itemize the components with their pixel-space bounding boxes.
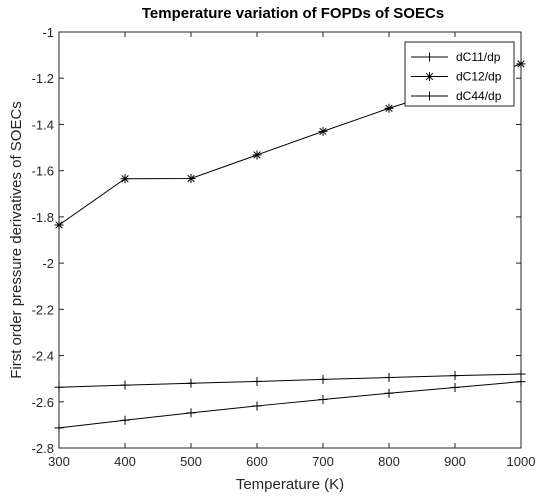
series-line [58, 373, 522, 388]
legend-marker [425, 52, 434, 62]
x-tick-label: 400 [114, 454, 136, 469]
data-point [186, 378, 196, 388]
data-point [384, 103, 394, 113]
y-tick-label: -2.6 [32, 395, 54, 410]
legend-marker [425, 72, 434, 81]
data-point [120, 380, 130, 390]
data-point [186, 174, 196, 184]
legend-label: dC44/dp [456, 89, 502, 103]
data-point [450, 382, 460, 392]
data-point [252, 150, 262, 160]
data-point [318, 126, 328, 136]
x-axis-label: Temperature (K) [236, 476, 344, 493]
x-tick-label: 600 [246, 454, 268, 469]
y-tick-label: -2.4 [32, 349, 54, 364]
data-point [384, 388, 394, 398]
y-tick-label: -1.4 [32, 117, 54, 132]
y-tick-label: -1.6 [32, 164, 54, 179]
legend-marker [425, 91, 434, 101]
data-point [252, 401, 262, 411]
y-tick-label: -2.8 [32, 441, 54, 456]
y-tick-label: -2 [42, 256, 54, 271]
data-point [516, 369, 526, 379]
x-tick-label: 300 [48, 454, 70, 469]
series-dc44-dp [54, 369, 526, 392]
data-point [120, 415, 130, 425]
data-point [318, 394, 328, 404]
y-tick-label: -1.8 [32, 210, 54, 225]
series-dc11-dp [54, 377, 526, 433]
legend-entry: dC44/dp [411, 89, 502, 103]
series-line [58, 381, 522, 429]
data-point [54, 382, 64, 392]
legend-entry: dC11/dp [411, 50, 501, 64]
series-layer [54, 59, 526, 433]
x-tick-label: 1000 [507, 454, 536, 469]
legend-box [404, 41, 515, 107]
y-tick-label: -1 [42, 25, 54, 40]
chart-title: Temperature variation of FOPDs of SOECs [142, 5, 444, 22]
data-point [120, 174, 130, 184]
y-axis-label: First order pressure derivatives of SOEC… [8, 101, 25, 379]
y-tick-label: -2.2 [32, 302, 54, 317]
data-point [54, 220, 64, 230]
data-point [186, 408, 196, 418]
data-point [252, 376, 262, 386]
legend: dC11/dp dC12/dp dC44/dp [404, 41, 515, 107]
data-point [516, 59, 526, 69]
x-tick-label: 800 [378, 454, 400, 469]
y-axis-ticks: -2.8 -2.6 -2.4 -2.2 -2 -1.8 -1.6 -1.4 -1.2 -1 [32, 25, 521, 456]
data-point [384, 373, 394, 383]
data-point [318, 374, 328, 384]
data-point [54, 423, 64, 433]
x-axis-ticks: 300 400 500 600 700 800 900 1000 [48, 32, 535, 469]
legend-entry: dC12/dp [411, 70, 502, 84]
y-tick-label: -1.2 [32, 71, 54, 86]
data-point [516, 377, 526, 387]
x-tick-label: 900 [444, 454, 466, 469]
data-point [450, 371, 460, 381]
x-tick-label: 500 [180, 454, 202, 469]
legend-label: dC12/dp [456, 70, 502, 84]
legend-label: dC11/dp [456, 50, 501, 64]
x-tick-label: 700 [312, 454, 334, 469]
